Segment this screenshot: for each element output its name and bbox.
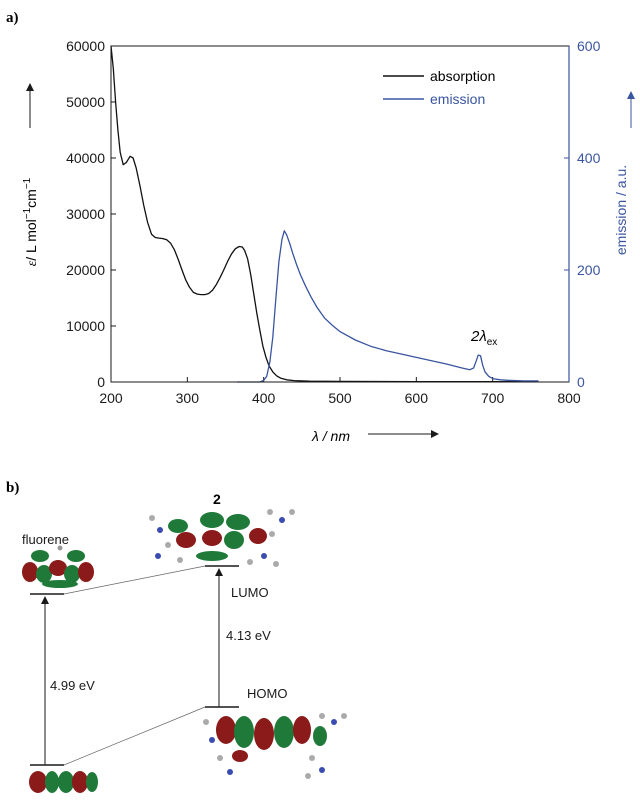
y-right-axis-title: emission / a.u. <box>613 165 629 255</box>
y-left-tick-label: 50000 <box>66 94 105 110</box>
x-tick-label: 200 <box>99 390 123 406</box>
x-tick-label: 600 <box>405 390 429 406</box>
y-left-axis-title: ε/ L mol−1cm−1 <box>22 177 40 266</box>
compound-2-label: 2 <box>213 491 221 507</box>
y-left-tick-label: 40000 <box>66 150 105 166</box>
y-left-tick-label: 20000 <box>66 262 105 278</box>
compound-2-lumo-orbital-image <box>149 509 295 567</box>
series-layer <box>110 45 539 383</box>
y-left-tick-label: 60000 <box>66 38 105 54</box>
x-tick-label: 500 <box>328 390 352 406</box>
svg-text:ε/ L mol−1cm−1: ε/ L mol−1cm−1 <box>22 177 40 266</box>
lumo-connector <box>63 565 206 595</box>
x-tick-label: 300 <box>176 390 200 406</box>
y-left-tick-label: 0 <box>97 374 105 390</box>
annotation-main: 2λ <box>470 328 487 345</box>
y-left-unit-b: cm <box>23 189 39 208</box>
homo-connector <box>63 706 206 766</box>
y-left-symbol: ε <box>25 260 40 266</box>
x-tick-label: 400 <box>252 390 276 406</box>
fluorene-lumo-orbital-image <box>22 545 94 588</box>
left-axis-ticks: 0 10000 20000 30000 40000 50000 60000 <box>66 38 116 390</box>
emission-series-line <box>237 230 539 383</box>
y-right-tick-label: 400 <box>577 150 601 166</box>
fluorene-gap-label: 4.99 eV <box>50 678 95 693</box>
y-right-tick-label: 0 <box>577 374 585 390</box>
y-left-unit-a: / L mol <box>23 219 39 261</box>
annotation-sub: ex <box>487 337 498 348</box>
legend-absorption-label: absorption <box>430 68 495 84</box>
lumo-label: LUMO <box>231 585 269 600</box>
legend-emission-label: emission <box>430 91 485 107</box>
legend: absorption emission <box>383 68 495 107</box>
fluorene-label: fluorene <box>22 532 69 547</box>
fluorene-homo-orbital-image <box>29 771 98 793</box>
absorption-series-line <box>110 45 539 383</box>
y-left-sup2: −1 <box>22 177 33 189</box>
right-axis-ticks: 0 200 400 600 <box>564 38 601 390</box>
y-left-tick-label: 10000 <box>66 318 105 334</box>
panel-b-label: b) <box>6 480 19 496</box>
y-left-tick-label: 30000 <box>66 206 105 222</box>
x-tick-label: 700 <box>481 390 505 406</box>
y-right-tick-label: 200 <box>577 262 601 278</box>
compound-2-gap-label: 4.13 eV <box>226 628 271 643</box>
orbital-diagram: fluorene 4.99 eV 2 <box>22 491 347 793</box>
homo-label: HOMO <box>247 686 287 701</box>
y-left-sup1: −1 <box>22 207 33 219</box>
x-tick-label: 800 <box>557 390 581 406</box>
y-right-label: emission / a.u. <box>613 165 629 255</box>
compound-2-homo-orbital-image <box>203 713 347 779</box>
x-axis-label: λ / nm <box>311 428 350 444</box>
two-lambda-annotation: 2λex <box>470 328 497 348</box>
x-axis-ticks: 200 300 400 500 600 700 800 <box>99 377 581 406</box>
y-right-tick-label: 600 <box>577 38 601 54</box>
panel-a-label: a) <box>6 10 19 26</box>
